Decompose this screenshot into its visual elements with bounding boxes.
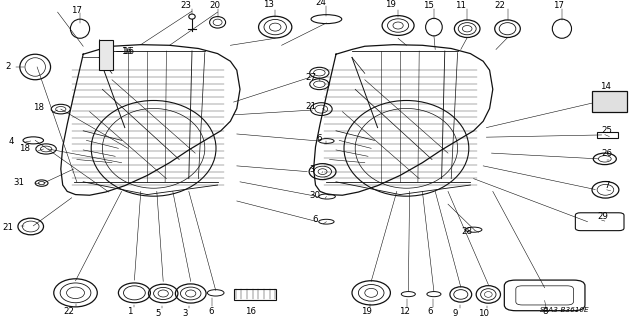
Text: 13: 13 — [263, 0, 275, 9]
Text: 24: 24 — [316, 0, 327, 7]
Text: 6: 6 — [312, 215, 317, 224]
Text: 31: 31 — [13, 178, 25, 187]
Text: 17: 17 — [552, 1, 564, 10]
Text: 16: 16 — [245, 308, 257, 316]
Text: —16: —16 — [115, 47, 134, 56]
Text: 3: 3 — [183, 309, 188, 318]
Text: 4: 4 — [9, 137, 14, 146]
Text: S5A3-B3610E: S5A3-B3610E — [540, 307, 589, 313]
Text: 7: 7 — [604, 181, 609, 189]
Text: 8: 8 — [543, 308, 548, 316]
Text: 6: 6 — [428, 308, 433, 316]
Text: 26: 26 — [601, 149, 612, 158]
Bar — [99, 40, 113, 70]
Bar — [592, 91, 627, 112]
Text: 6: 6 — [316, 134, 321, 143]
Text: 27: 27 — [305, 73, 316, 82]
Text: 17: 17 — [71, 6, 83, 15]
Text: 11: 11 — [455, 1, 467, 10]
Text: 19: 19 — [362, 308, 372, 316]
Text: 30: 30 — [309, 191, 321, 200]
Text: 2: 2 — [5, 63, 10, 71]
Text: 20: 20 — [209, 1, 220, 10]
Text: 29: 29 — [598, 212, 608, 221]
Text: 6: 6 — [209, 307, 214, 315]
Text: 18: 18 — [19, 145, 30, 153]
Text: 28: 28 — [461, 227, 473, 236]
Text: 21: 21 — [2, 223, 13, 232]
Text: 16: 16 — [121, 47, 132, 56]
Text: 23: 23 — [180, 1, 191, 10]
Text: 18: 18 — [33, 103, 44, 112]
Text: 12: 12 — [399, 308, 410, 316]
Text: 3: 3 — [310, 165, 315, 174]
Text: 1: 1 — [127, 308, 132, 316]
Text: 15: 15 — [422, 1, 434, 10]
Text: 5: 5 — [156, 309, 161, 318]
Text: 22: 22 — [63, 307, 75, 315]
Text: 25: 25 — [601, 126, 612, 135]
Text: 10: 10 — [478, 309, 490, 318]
Text: 22: 22 — [494, 1, 506, 10]
Bar — [597, 132, 618, 138]
Text: 19: 19 — [385, 0, 396, 9]
Text: 14: 14 — [600, 82, 611, 91]
Text: 9: 9 — [453, 309, 458, 318]
Text: 21: 21 — [305, 102, 316, 111]
